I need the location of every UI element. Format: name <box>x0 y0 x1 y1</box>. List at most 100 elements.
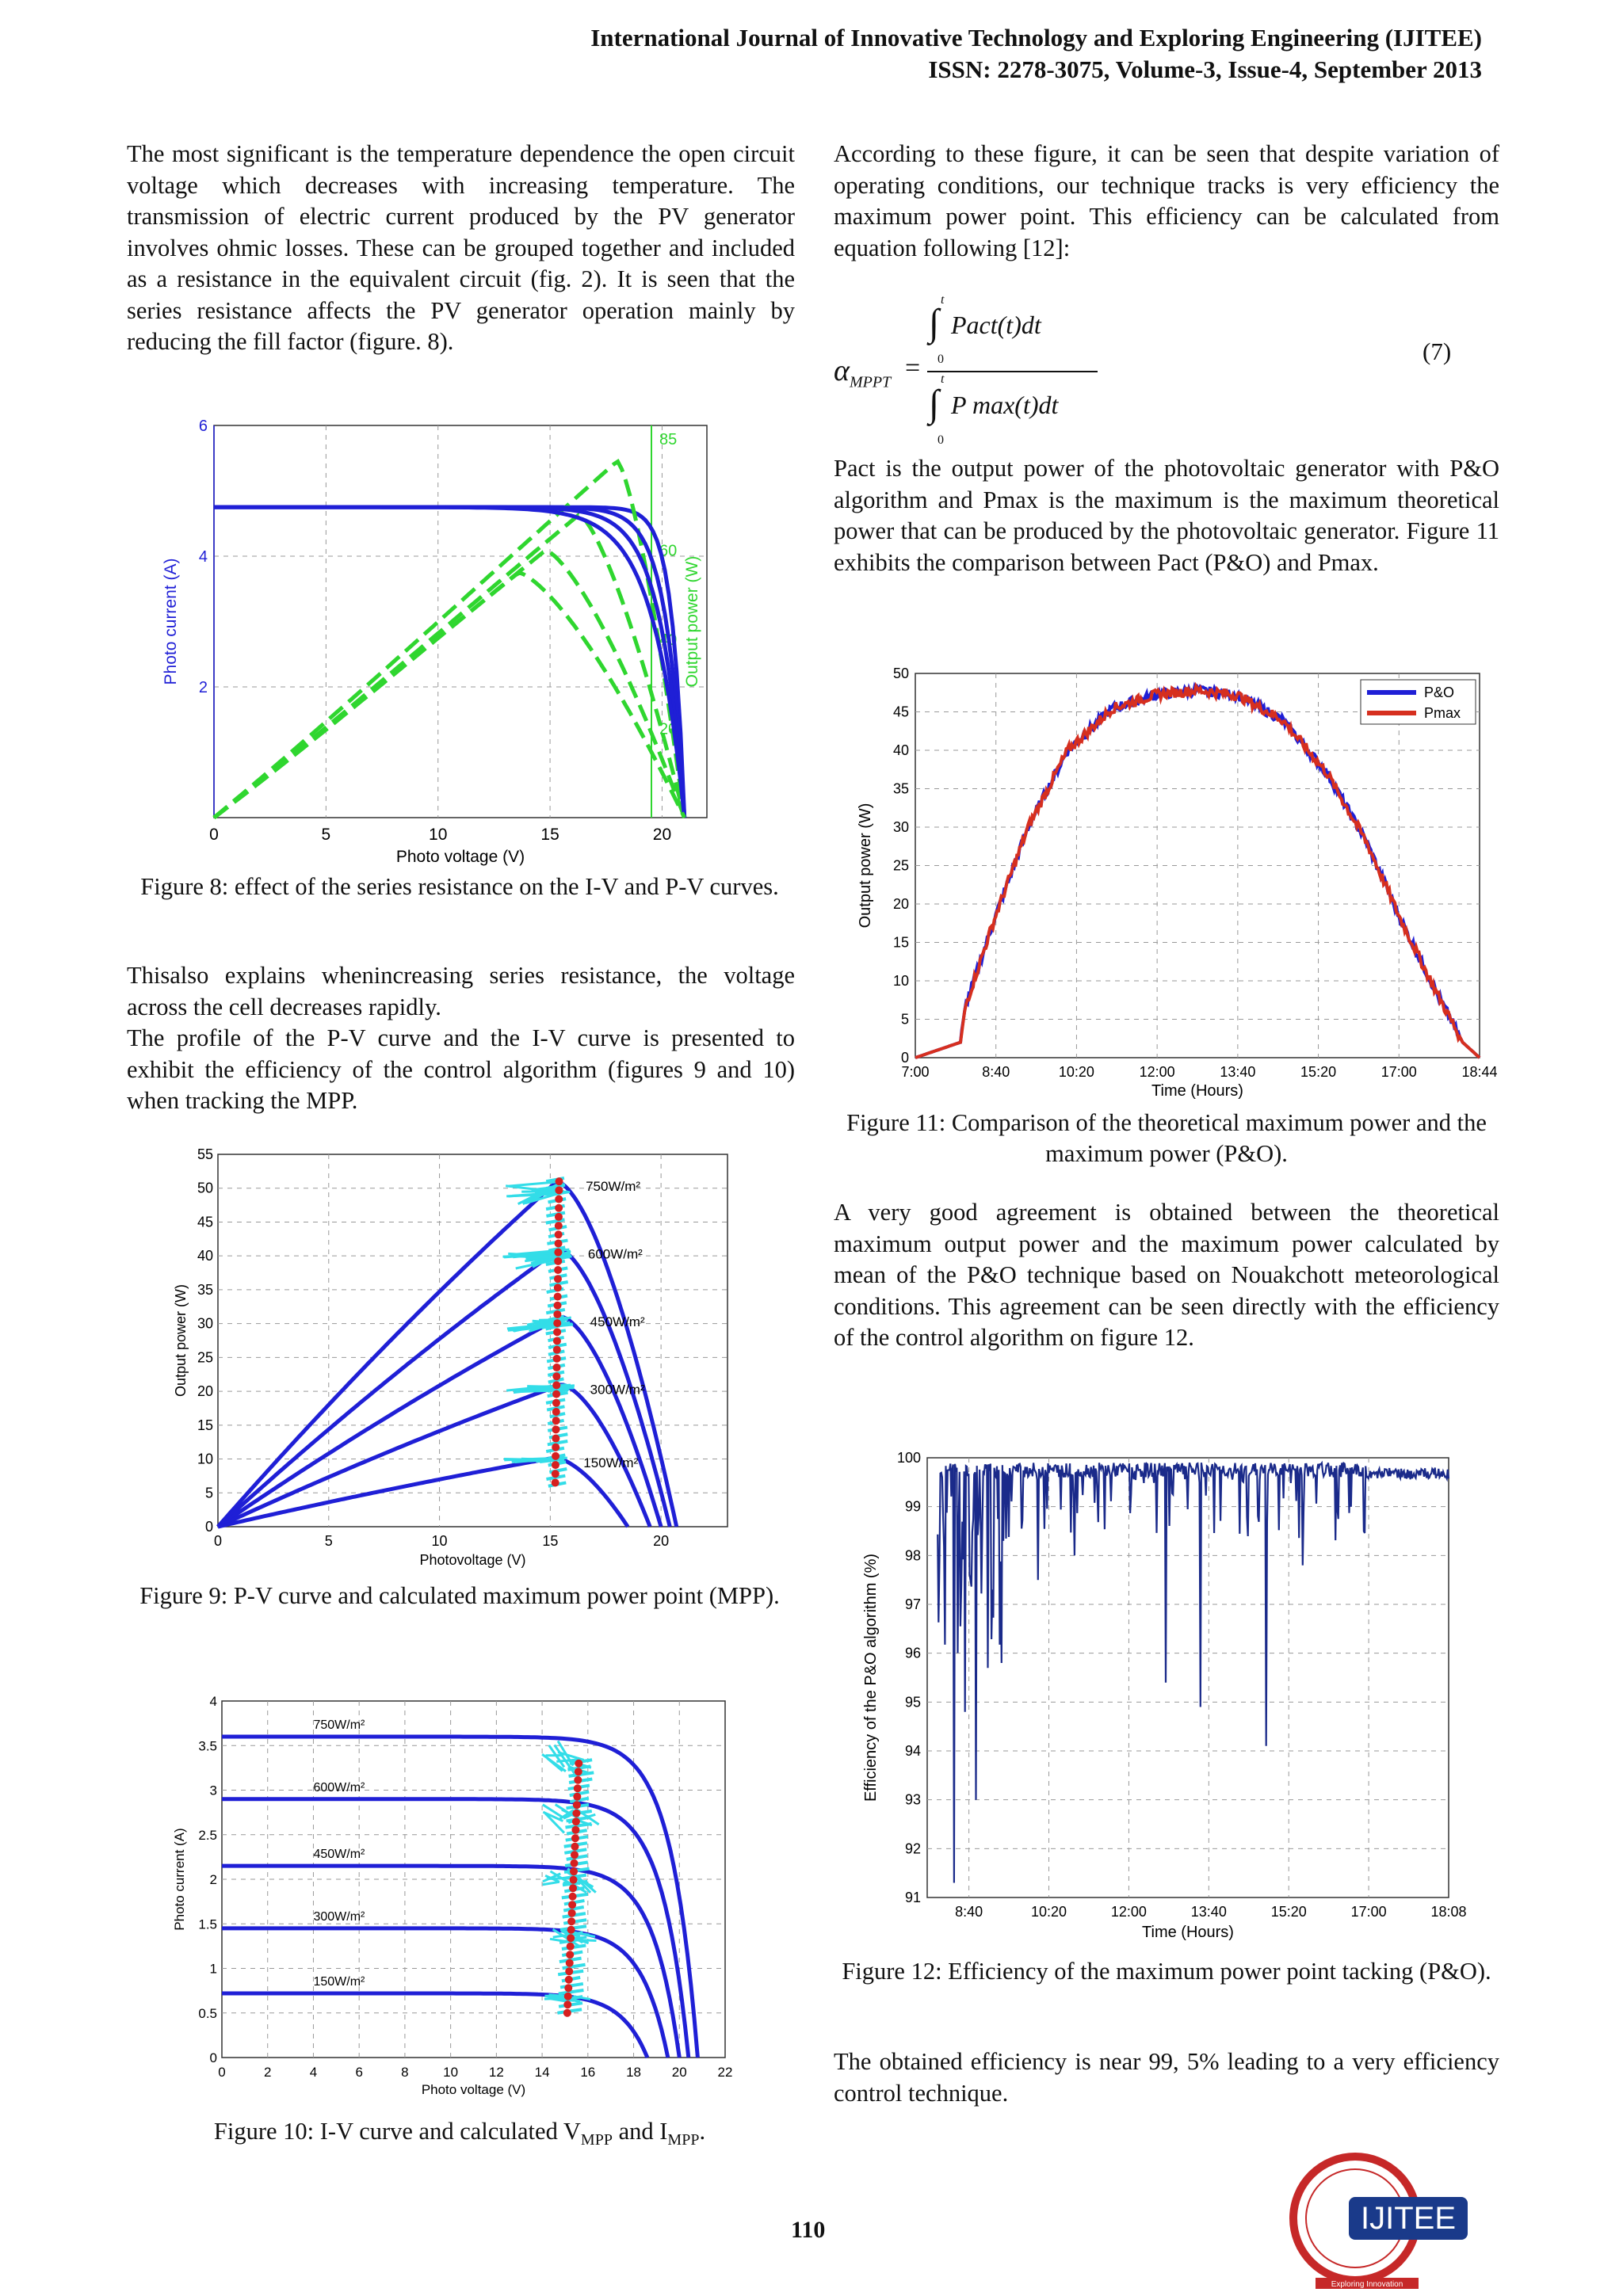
y-tick-label: 96 <box>905 1646 921 1661</box>
y-tick-label: 0.5 <box>198 2006 217 2021</box>
x-tick-label: 0 <box>218 2065 225 2080</box>
y-tick-label: 10 <box>893 973 909 989</box>
series-line-2 <box>915 681 1481 1059</box>
y-tick-label: 0 <box>901 1050 909 1066</box>
y-tick-label: 0 <box>210 2050 217 2065</box>
mpp-tracking-trace <box>548 1458 563 1463</box>
mpp-point <box>553 1319 562 1328</box>
mpp-point <box>553 1283 562 1292</box>
fig10-caption-b: and I <box>612 2118 668 2145</box>
x-tick-label: 17:00 <box>1351 1904 1387 1920</box>
x-tick-label: 13:40 <box>1191 1904 1227 1920</box>
x-tick-label: 0 <box>209 826 219 844</box>
y2-axis-label: Output power (W) <box>683 556 701 688</box>
mpp-point <box>552 1434 560 1443</box>
y-tick-label: 95 <box>905 1694 921 1710</box>
mpp-tracking-trace <box>549 1280 569 1287</box>
y-tick-label: 25 <box>893 858 909 874</box>
mpp-point <box>552 1425 560 1434</box>
x-tick-label: 15 <box>542 1533 558 1549</box>
mpp-point <box>565 1967 574 1976</box>
mpp-point <box>566 1942 575 1951</box>
y2-tick-label: 85 <box>659 431 677 448</box>
y-tick-label: 2.5 <box>198 1828 217 1843</box>
y-axis-label: Photo current (A) <box>172 1828 187 1930</box>
y-tick-label: 93 <box>905 1792 921 1808</box>
mpp-point <box>552 1381 561 1390</box>
x-axis-label: Time (Hours) <box>1142 1924 1234 1941</box>
mpp-point <box>552 1398 560 1407</box>
x-tick-label: 20 <box>653 826 671 844</box>
mpp-point <box>567 1917 576 1926</box>
mpp-tracking-trace <box>547 1440 568 1447</box>
y-tick-label: 50 <box>197 1180 213 1196</box>
figure-9-chart: 0 5 10 15 20 0 5 10 15 20 25 30 35 40 45 50 55 Photovolta… <box>173 1146 728 1568</box>
y-tick-label: 35 <box>197 1282 213 1298</box>
mpp-point <box>568 1892 577 1901</box>
mpp-point <box>552 1443 560 1451</box>
y-tick-label: 92 <box>905 1840 921 1856</box>
mpp-point <box>571 1825 580 1834</box>
eq-integral-1: ∫ <box>929 302 940 344</box>
x-tick-label: 12 <box>489 2065 504 2080</box>
eq-integral-2: ∫ <box>929 383 940 425</box>
x-tick-label: 17:00 <box>1381 1064 1417 1080</box>
figure-8-caption: Figure 8: effect of the series resistanc… <box>140 873 779 900</box>
y-tick-label: 99 <box>905 1499 921 1515</box>
irradiance-label-1: 750W/m² <box>313 1718 365 1732</box>
irradiance-label-5: 150W/m² <box>313 1975 365 1989</box>
mpp-tracking-trace <box>552 1928 581 1947</box>
mpp-tracking-trace <box>562 1962 586 1970</box>
x-tick-label: 18:44 <box>1461 1064 1497 1080</box>
mpp-point <box>552 1417 560 1425</box>
iv-curve-1 <box>222 1734 700 2058</box>
mpp-point <box>563 1992 572 2000</box>
mpp-point <box>565 1958 574 1967</box>
y-tick-label: 3.5 <box>198 1738 217 1753</box>
x-tick-label: 12:00 <box>1111 1904 1147 1920</box>
x-tick-label: 16 <box>580 2065 595 2080</box>
mpp-point <box>552 1337 561 1345</box>
mpp-point <box>567 1934 575 1943</box>
equation-7: αMPPT = t ∫ 0 Pact(t)dt t ∫ 0 P max(t)dt… <box>834 293 1499 452</box>
pv-curve-2 <box>212 513 687 819</box>
y-tick-label: 5 <box>205 1485 213 1501</box>
mpp-point <box>563 2008 571 2017</box>
mpp-tracking-trace <box>560 1995 583 2002</box>
eq-lower-limit-2: 0 <box>938 433 944 447</box>
figure-10-caption: Figure 10: I-V curve and calculated VMPP… <box>135 2116 785 2156</box>
y2-tick-label: 60 <box>659 543 677 560</box>
mpp-point <box>555 1186 563 1195</box>
mpp-point <box>573 1792 582 1801</box>
figure-11-chart: 7:00 8:40 10:20 12:00 13:40 15:20 17:00 18:44 0 5… <box>857 666 1498 1100</box>
mpp-point <box>552 1345 561 1354</box>
eq-equals: = <box>905 353 921 383</box>
mpp-point <box>553 1292 562 1301</box>
x-tick-label: 10:20 <box>1031 1904 1067 1920</box>
right-paragraph-3: A very good agreement is obtained betwee… <box>834 1199 1499 1351</box>
mpp-tracking-trace <box>559 1809 575 1820</box>
mpp-point <box>570 1867 579 1876</box>
y-tick-label: 40 <box>197 1248 213 1264</box>
journal-title: International Journal of Innovative Tech… <box>590 24 1482 51</box>
figure-9-caption: Figure 9: P-V curve and calculated maxim… <box>139 1582 780 1609</box>
y-tick-label: 6 <box>199 418 208 435</box>
irradiance-label-2: 600W/m² <box>588 1247 643 1262</box>
page-number: 110 <box>791 2217 826 2243</box>
y-tick-label: 100 <box>897 1450 921 1466</box>
mpp-tracking-trace <box>548 1745 566 1768</box>
mpp-tracking-trace <box>569 1796 590 1804</box>
y-tick-label: 98 <box>905 1547 921 1563</box>
x-axis-label: Photo voltage (V) <box>422 2082 525 2097</box>
mpp-point <box>574 1775 582 1784</box>
y-axis-label: Photo current (A) <box>162 559 180 685</box>
mpp-point <box>553 1275 562 1283</box>
mpp-point <box>554 1257 563 1265</box>
legend-label-2: Pmax <box>1424 705 1461 721</box>
iv-curve-2 <box>222 1797 691 2058</box>
fig10-caption-sub2: MPP <box>667 2131 700 2149</box>
irradiance-label-4: 300W/m² <box>590 1383 645 1398</box>
ijitee-logo: IJITEE Exploring Innovation <box>1289 2153 1468 2289</box>
mpp-tracking-trace <box>542 1803 563 1818</box>
x-tick-label: 8:40 <box>955 1904 983 1920</box>
